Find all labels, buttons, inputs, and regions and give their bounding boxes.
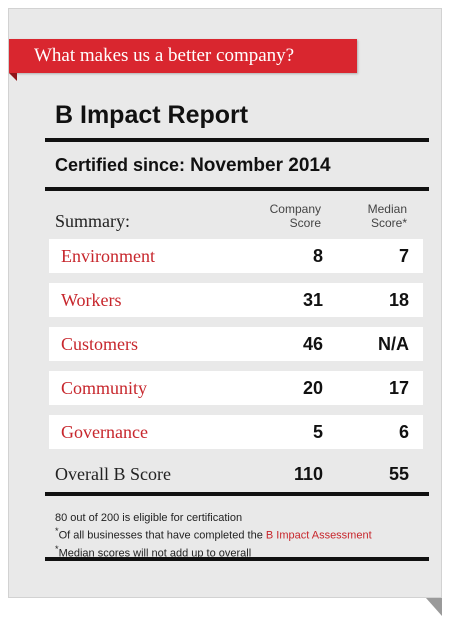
divider-overall bbox=[45, 492, 429, 496]
row-label: Customers bbox=[61, 334, 139, 354]
footnote-text: Median scores will not add up to overall bbox=[58, 547, 252, 560]
company-header-line2: Score bbox=[289, 216, 321, 230]
median-score: N/A bbox=[378, 334, 409, 354]
banner-fold bbox=[9, 73, 17, 81]
median-header-line2: Score* bbox=[370, 216, 407, 230]
footnote-text: Of all businesses that have completed th… bbox=[58, 529, 266, 542]
overall-median-score: 55 bbox=[388, 464, 409, 484]
divider-top bbox=[45, 138, 429, 142]
score-row-community: Community 20 17 bbox=[49, 371, 423, 405]
row-label: Environment bbox=[61, 246, 155, 266]
page-curl-corner bbox=[426, 598, 442, 616]
report-card: What makes us a better company? B Impact… bbox=[8, 8, 442, 598]
median-header-line1: Median bbox=[367, 202, 407, 216]
company-header-line1: Company bbox=[269, 202, 321, 216]
overall-company-score: 110 bbox=[293, 464, 323, 484]
footnote-marker: * bbox=[55, 543, 59, 554]
certified-since: Certified since: November 2014 bbox=[55, 155, 331, 177]
footnote-marker: * bbox=[55, 526, 59, 536]
median-score: 6 bbox=[398, 422, 409, 442]
summary-label: Summary: bbox=[55, 211, 130, 231]
median-score-header: Median Score* bbox=[317, 202, 407, 230]
median-score: 18 bbox=[388, 290, 409, 310]
overall-score-label: Overall B Score bbox=[55, 464, 171, 484]
score-row-workers: Workers 31 18 bbox=[49, 283, 423, 317]
score-row-customers: Customers 46 N/A bbox=[49, 327, 423, 361]
b-impact-assessment-link[interactable]: B Impact Assessment bbox=[265, 529, 372, 542]
median-score: 17 bbox=[388, 378, 409, 398]
report-title: B Impact Report bbox=[55, 101, 249, 129]
score-row-environment: Environment 8 7 bbox=[49, 239, 423, 273]
banner-text: What makes us a better company? bbox=[34, 45, 295, 66]
divider-certified bbox=[45, 187, 429, 191]
certified-label: Certified since: bbox=[55, 155, 186, 175]
company-score-header: Company Score bbox=[231, 202, 321, 230]
company-score: 5 bbox=[312, 422, 323, 442]
banner: What makes us a better company? bbox=[9, 39, 357, 73]
footnote-eligibility: 80 out of 200 is eligible for certificat… bbox=[55, 512, 243, 524]
row-label: Workers bbox=[61, 290, 122, 310]
score-row-governance: Governance 5 6 bbox=[49, 415, 423, 449]
footnotes: 80 out of 200 is eligible for certificat… bbox=[55, 512, 425, 560]
certified-date: November 2014 bbox=[190, 155, 331, 176]
row-label: Community bbox=[61, 378, 148, 398]
footnote-median-sum: *Median scores will not add up to overal… bbox=[55, 543, 425, 561]
company-score: 46 bbox=[302, 334, 323, 354]
company-score: 31 bbox=[302, 290, 323, 310]
company-score: 8 bbox=[312, 246, 323, 266]
company-score: 20 bbox=[302, 378, 323, 398]
footnote-median-basis: *Of all businesses that have completed t… bbox=[55, 525, 425, 543]
row-label: Governance bbox=[61, 422, 148, 442]
median-score: 7 bbox=[398, 246, 409, 266]
divider-bottom bbox=[45, 557, 429, 561]
